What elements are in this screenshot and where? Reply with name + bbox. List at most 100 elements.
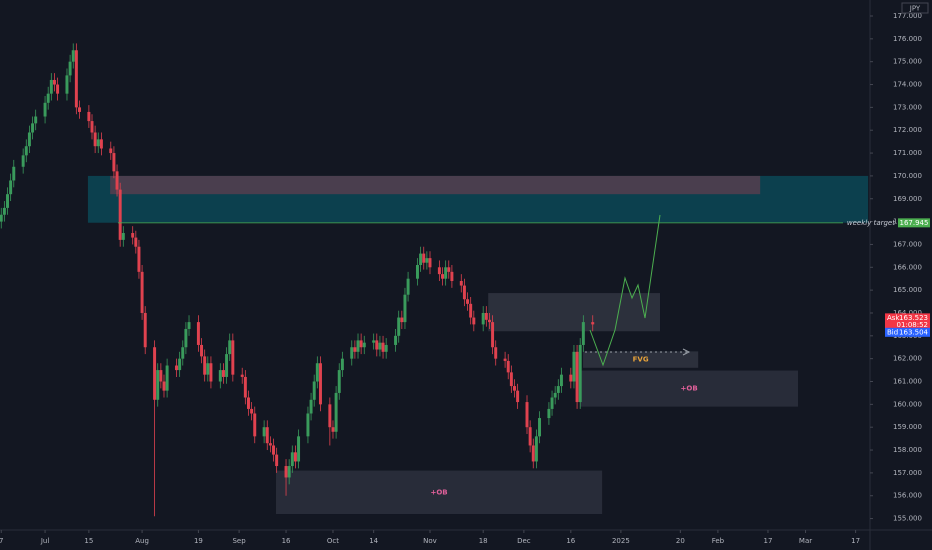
- candle-body: [437, 267, 441, 275]
- candle-body: [203, 356, 207, 375]
- zone: [580, 370, 799, 407]
- candle-body: [0, 214, 3, 222]
- candle-body: [503, 358, 507, 361]
- candle-body: [87, 111, 91, 122]
- ask-tag: [885, 313, 930, 330]
- candle-body: [115, 171, 119, 190]
- candle-body: [109, 148, 113, 154]
- candle-body: [359, 340, 363, 348]
- candle-body: [221, 370, 225, 377]
- candle-body: [466, 299, 470, 304]
- candle-body: [494, 347, 498, 359]
- candle-body: [165, 365, 169, 391]
- candle-body: [218, 370, 222, 382]
- y-tick-label: 158.000: [893, 446, 922, 454]
- y-tick-label: 165.000: [893, 286, 922, 294]
- candle-body: [153, 347, 157, 400]
- candle-body: [469, 303, 473, 318]
- candle-body: [184, 328, 188, 348]
- candle-body: [275, 454, 279, 467]
- x-tick-label: 17: [764, 537, 773, 545]
- arrow-head: [682, 348, 691, 356]
- candle-body: [162, 381, 166, 391]
- x-tick-label: 16: [282, 537, 291, 545]
- candle-body: [187, 322, 191, 329]
- candle-body: [206, 363, 210, 375]
- candle-body: [99, 139, 103, 149]
- candle-body: [353, 347, 357, 352]
- candle-body: [306, 413, 310, 437]
- y-tick-label: 157.000: [893, 469, 922, 477]
- y-tick-label: 169.000: [893, 195, 922, 203]
- y-tick-label: 166.000: [893, 263, 922, 271]
- candle-body: [12, 166, 16, 181]
- candle-body: [112, 153, 116, 172]
- candle-body: [131, 233, 135, 238]
- candle-body: [121, 233, 125, 240]
- x-tick-label: 15: [84, 537, 93, 545]
- x-tick-label: 17: [851, 537, 860, 545]
- candle-body: [175, 365, 178, 371]
- x-tick-label: 16: [566, 537, 575, 545]
- candle-body: [450, 271, 454, 281]
- candle-body: [559, 374, 563, 387]
- candle-body: [24, 146, 28, 156]
- zone-label: +OB: [430, 488, 447, 496]
- y-tick-label: 161.000: [893, 378, 922, 386]
- zone: [276, 470, 603, 515]
- candle-body: [262, 427, 266, 437]
- candle-body: [196, 322, 200, 345]
- candle-body: [265, 427, 269, 444]
- candle-body: [491, 322, 495, 348]
- candle-body: [340, 358, 344, 371]
- x-tick-label: Mar: [799, 537, 812, 545]
- countdown: 01:08:52: [897, 321, 928, 329]
- ask-price: 163.523: [899, 314, 928, 322]
- candle-body: [553, 392, 557, 398]
- candle-body: [284, 466, 288, 478]
- currency-label: JPY: [909, 5, 921, 13]
- candle-body: [547, 408, 551, 419]
- candle-body: [394, 335, 398, 345]
- candles: [0, 43, 595, 517]
- candle-body: [268, 443, 272, 446]
- candle-body: [484, 312, 488, 320]
- x-tick-label: Dec: [517, 537, 531, 545]
- candle-body: [400, 317, 404, 323]
- candle-body: [441, 274, 444, 279]
- y-tick-label: 159.000: [893, 423, 922, 431]
- candle-body: [397, 317, 401, 336]
- candle-body: [290, 452, 294, 467]
- candle-body: [350, 347, 354, 359]
- candle-body: [96, 139, 100, 147]
- y-tick-label: 177.000: [893, 12, 922, 20]
- candle-body: [528, 427, 532, 446]
- candle-body: [534, 436, 538, 462]
- y-tick-label: 155.000: [893, 515, 922, 523]
- y-tick-label: 162.000: [893, 355, 922, 363]
- target-tag-label: 167.945: [900, 219, 929, 227]
- candle-body: [287, 466, 291, 478]
- candle-body: [225, 354, 229, 377]
- y-tick-label: 173.000: [893, 103, 922, 111]
- candle-body: [428, 258, 432, 268]
- candle-body: [556, 386, 560, 393]
- candle-body: [487, 319, 491, 323]
- candle-body: [240, 374, 244, 377]
- candle-body: [49, 79, 53, 94]
- x-tick-label: Jul: [40, 537, 50, 545]
- candle-body: [6, 194, 9, 208]
- candle-body: [406, 278, 410, 295]
- candle-body: [337, 370, 341, 393]
- candle-body: [356, 340, 360, 352]
- currency-box: [901, 2, 929, 14]
- candle-body: [9, 180, 13, 195]
- candle-body: [538, 418, 542, 437]
- zones: FVG +OB +OB: [87, 175, 869, 515]
- candle-body: [334, 392, 338, 432]
- candle-body: [231, 340, 235, 375]
- x-tick-label: 20: [676, 537, 685, 545]
- y-tick-label: 175.000: [893, 58, 922, 66]
